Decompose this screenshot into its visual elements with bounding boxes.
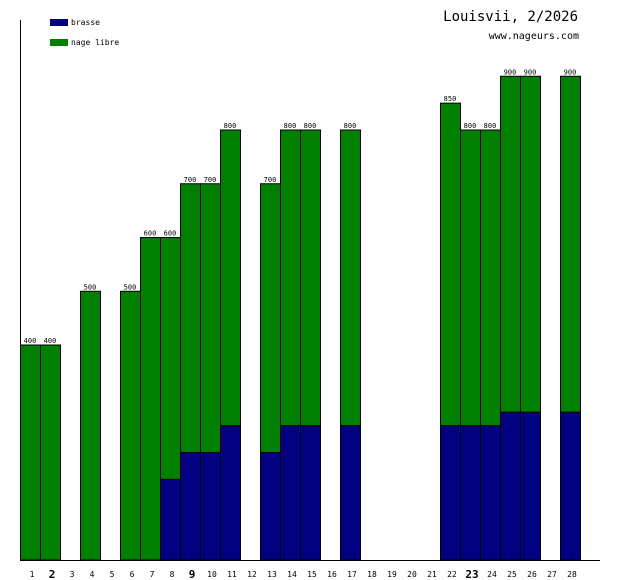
data-label: 850: [444, 95, 457, 103]
data-label: 500: [124, 283, 137, 291]
bar-brasse-10: [200, 452, 221, 561]
data-label: 900: [564, 68, 577, 76]
legend-label: nage libre: [71, 38, 120, 47]
x-tick-label: 24: [487, 570, 497, 579]
x-tick-label: 22: [447, 570, 457, 579]
bar-brasse-28: [560, 411, 581, 561]
bar-nage-libre-25: [500, 75, 521, 413]
bar-nage-libre-8: [160, 237, 181, 480]
data-label: 900: [504, 68, 517, 76]
bar-nage-libre-1: [20, 344, 41, 561]
bar-nage-libre-2: [40, 344, 61, 561]
x-tick-label: 12: [247, 570, 257, 579]
bar-brasse-13: [260, 452, 281, 561]
x-tick-label: 21: [427, 570, 437, 579]
x-tick-label: 13: [267, 570, 277, 579]
bar-nage-libre-10: [200, 183, 221, 453]
x-tick-label: 20: [407, 570, 417, 579]
bar-nage-libre-13: [260, 183, 281, 453]
legend-swatch: [50, 39, 68, 46]
x-tick-label: 14: [287, 570, 297, 579]
bar-brasse-22: [440, 425, 461, 561]
x-tick-label: 16: [327, 570, 337, 579]
data-label: 800: [344, 122, 357, 130]
bar-nage-libre-22: [440, 102, 461, 427]
x-tick-label: 28: [567, 570, 577, 579]
bar-brasse-17: [340, 425, 361, 561]
x-tick-label: 26: [527, 570, 537, 579]
bar-brasse-15: [300, 425, 321, 561]
bar-brasse-26: [520, 411, 541, 561]
bar-brasse-25: [500, 411, 521, 561]
data-label: 700: [204, 176, 217, 184]
data-label: 800: [464, 122, 477, 130]
x-tick-label: 17: [347, 570, 357, 579]
bar-nage-libre-15: [300, 129, 321, 427]
x-tick-label: 5: [110, 570, 115, 579]
legend-item-nage-libre: nage libre: [50, 38, 119, 47]
bar-nage-libre-11: [220, 129, 241, 427]
bar-brasse-24: [480, 425, 501, 561]
data-label: 800: [224, 122, 237, 130]
bar-brasse-11: [220, 425, 241, 561]
x-tick-label: 9: [189, 568, 196, 580]
x-tick-label: 2: [49, 568, 56, 580]
bar-brasse-9: [180, 452, 201, 561]
bar-brasse-8: [160, 478, 181, 561]
bar-nage-libre-17: [340, 129, 361, 427]
chart-title: Louisvii, 2/2026: [443, 9, 578, 25]
data-label: 600: [144, 230, 157, 238]
data-label: 400: [24, 337, 37, 345]
bar-nage-libre-28: [560, 75, 581, 413]
data-label: 700: [264, 176, 277, 184]
bar-nage-libre-4: [80, 290, 101, 561]
legend-swatch: [50, 19, 68, 26]
bar-brasse-14: [280, 425, 301, 561]
data-label: 500: [84, 283, 97, 291]
x-tick-label: 3: [70, 570, 75, 579]
data-label: 800: [284, 122, 297, 130]
bar-nage-libre-6: [120, 290, 141, 561]
x-tick-label: 23: [465, 568, 478, 580]
x-tick-label: 15: [307, 570, 317, 579]
x-tick-label: 25: [507, 570, 517, 579]
bar-nage-libre-9: [180, 183, 201, 453]
data-label: 800: [484, 122, 497, 130]
data-label: 900: [524, 68, 537, 76]
x-tick-label: 18: [367, 570, 377, 579]
x-tick-label: 27: [547, 570, 557, 579]
x-tick-label: 7: [150, 570, 155, 579]
legend-item-brasse: brasse: [50, 18, 100, 27]
data-label: 700: [184, 176, 197, 184]
x-tick-label: 11: [227, 570, 237, 579]
x-tick-label: 19: [387, 570, 397, 579]
x-tick-label: 8: [170, 570, 175, 579]
bar-nage-libre-23: [460, 129, 481, 427]
bar-nage-libre-7: [140, 237, 161, 561]
chart-subtitle: www.nageurs.com: [488, 31, 579, 42]
x-tick-label: 4: [90, 570, 95, 579]
data-label: 800: [304, 122, 317, 130]
x-tick-label: 10: [207, 570, 217, 579]
bar-brasse-23: [460, 425, 481, 561]
bar-nage-libre-26: [520, 75, 541, 413]
data-label: 400: [44, 337, 57, 345]
x-tick-label: 1: [30, 570, 35, 579]
data-label: 600: [164, 230, 177, 238]
bar-nage-libre-14: [280, 129, 301, 427]
legend-label: brasse: [71, 18, 100, 27]
x-tick-label: 6: [130, 570, 135, 579]
bar-nage-libre-24: [480, 129, 501, 427]
